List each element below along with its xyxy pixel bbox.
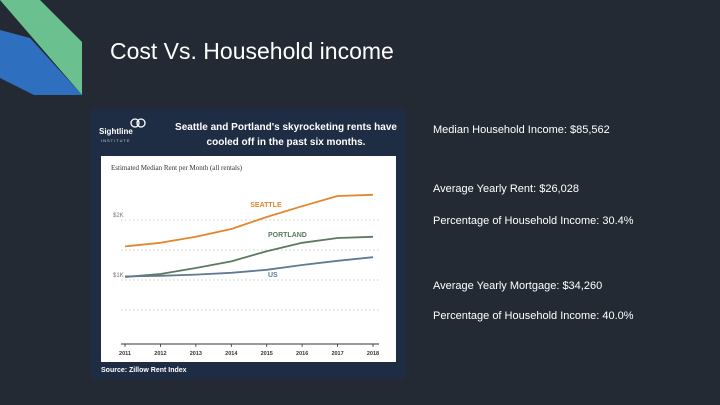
chart-title: Estimated Median Rent per Month (all ren… [111, 164, 243, 172]
x-tick-label: 2011 [119, 351, 131, 357]
stat-yearly-mortgage: Average Yearly Mortgage: $34,260 [433, 280, 603, 292]
plot-area: Estimated Median Rent per Month (all ren… [101, 156, 396, 362]
x-tick-label: 2018 [367, 351, 379, 357]
stat-median-income: Median Household Income: $85,562 [433, 124, 610, 136]
logo-subtitle: INSTITUTE [101, 138, 131, 143]
figure-header: Sightline INSTITUTE Seattle and Portland… [91, 109, 405, 154]
figure-headline: Seattle and Portland's skyrocketing rent… [175, 122, 397, 148]
x-tick-label: 2013 [190, 351, 202, 357]
x-tick-label: 2014 [225, 351, 238, 357]
series-label-us: US [268, 272, 278, 279]
logo-name: Sightline [99, 127, 133, 136]
x-tick-label: 2017 [331, 351, 343, 357]
sightline-logo: Sightline INSTITUTE [99, 117, 154, 147]
stat-rent-percentage: Percentage of Household Income: 30.4% [433, 215, 634, 227]
rent-chart-image: Sightline INSTITUTE Seattle and Portland… [91, 109, 405, 379]
x-tick-label: 2015 [261, 351, 273, 357]
x-tick-label: 2016 [296, 351, 308, 357]
series-line-portland [124, 235, 374, 278]
logo-mark-icon [130, 118, 146, 128]
stat-mortgage-percentage: Percentage of Household Income: 40.0% [433, 310, 634, 322]
series-label-portland: PORTLAND [268, 232, 307, 239]
line-chart: $1K $2K 2011 2012 2013 2014 2015 2016 2017 2018 SE… [113, 193, 379, 357]
series-line-us [124, 256, 374, 278]
slide-title: Cost Vs. Household income [110, 38, 394, 64]
corner-green-shape [0, 0, 82, 95]
series-line-seattle [124, 193, 374, 248]
y-tick-label: $2K [113, 213, 124, 219]
figure-source: Source: Zillow Rent Index [101, 367, 187, 374]
y-tick-label: $1K [113, 273, 124, 279]
series-label-seattle: SEATTLE [250, 202, 282, 209]
stat-yearly-rent: Average Yearly Rent: $26,028 [433, 183, 579, 195]
corner-blue-shape [0, 30, 82, 95]
x-tick-label: 2012 [154, 351, 166, 357]
corner-decoration [0, 0, 82, 95]
